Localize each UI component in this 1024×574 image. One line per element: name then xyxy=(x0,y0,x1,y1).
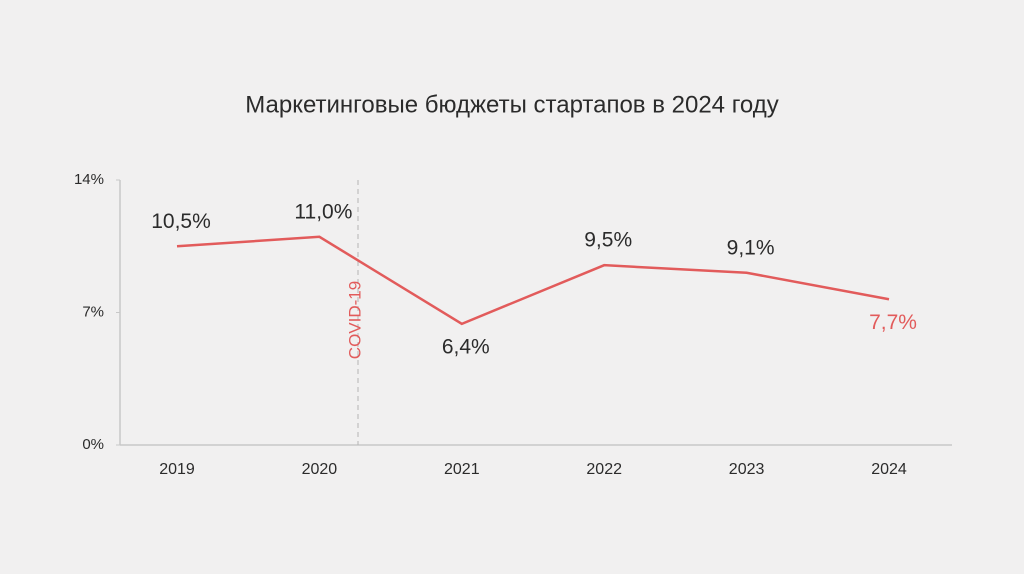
data-label: 10,5% xyxy=(151,210,211,233)
annotation: COVID-19 xyxy=(345,281,364,359)
x-tick-label: 2020 xyxy=(302,461,338,478)
y-tick-label: 14% xyxy=(74,171,104,188)
data-label: 9,1% xyxy=(727,236,775,259)
chart-title: Маркетинговые бюджеты стартапов в 2024 г… xyxy=(245,91,779,118)
y-tick-label: 7% xyxy=(82,303,104,320)
data-label: 7,7% xyxy=(869,311,917,334)
data-label: 11,0% xyxy=(294,200,352,223)
data-label: 9,5% xyxy=(584,229,632,252)
x-tick-label: 2021 xyxy=(444,461,480,478)
x-tick-label: 2024 xyxy=(871,461,907,478)
data-label: 6,4% xyxy=(442,335,490,358)
x-tick-label: 2019 xyxy=(159,461,195,478)
y-tick-label: 0% xyxy=(82,436,104,453)
x-tick-label: 2022 xyxy=(586,461,622,478)
x-tick-label: 2023 xyxy=(729,461,765,478)
data-line xyxy=(176,235,890,326)
